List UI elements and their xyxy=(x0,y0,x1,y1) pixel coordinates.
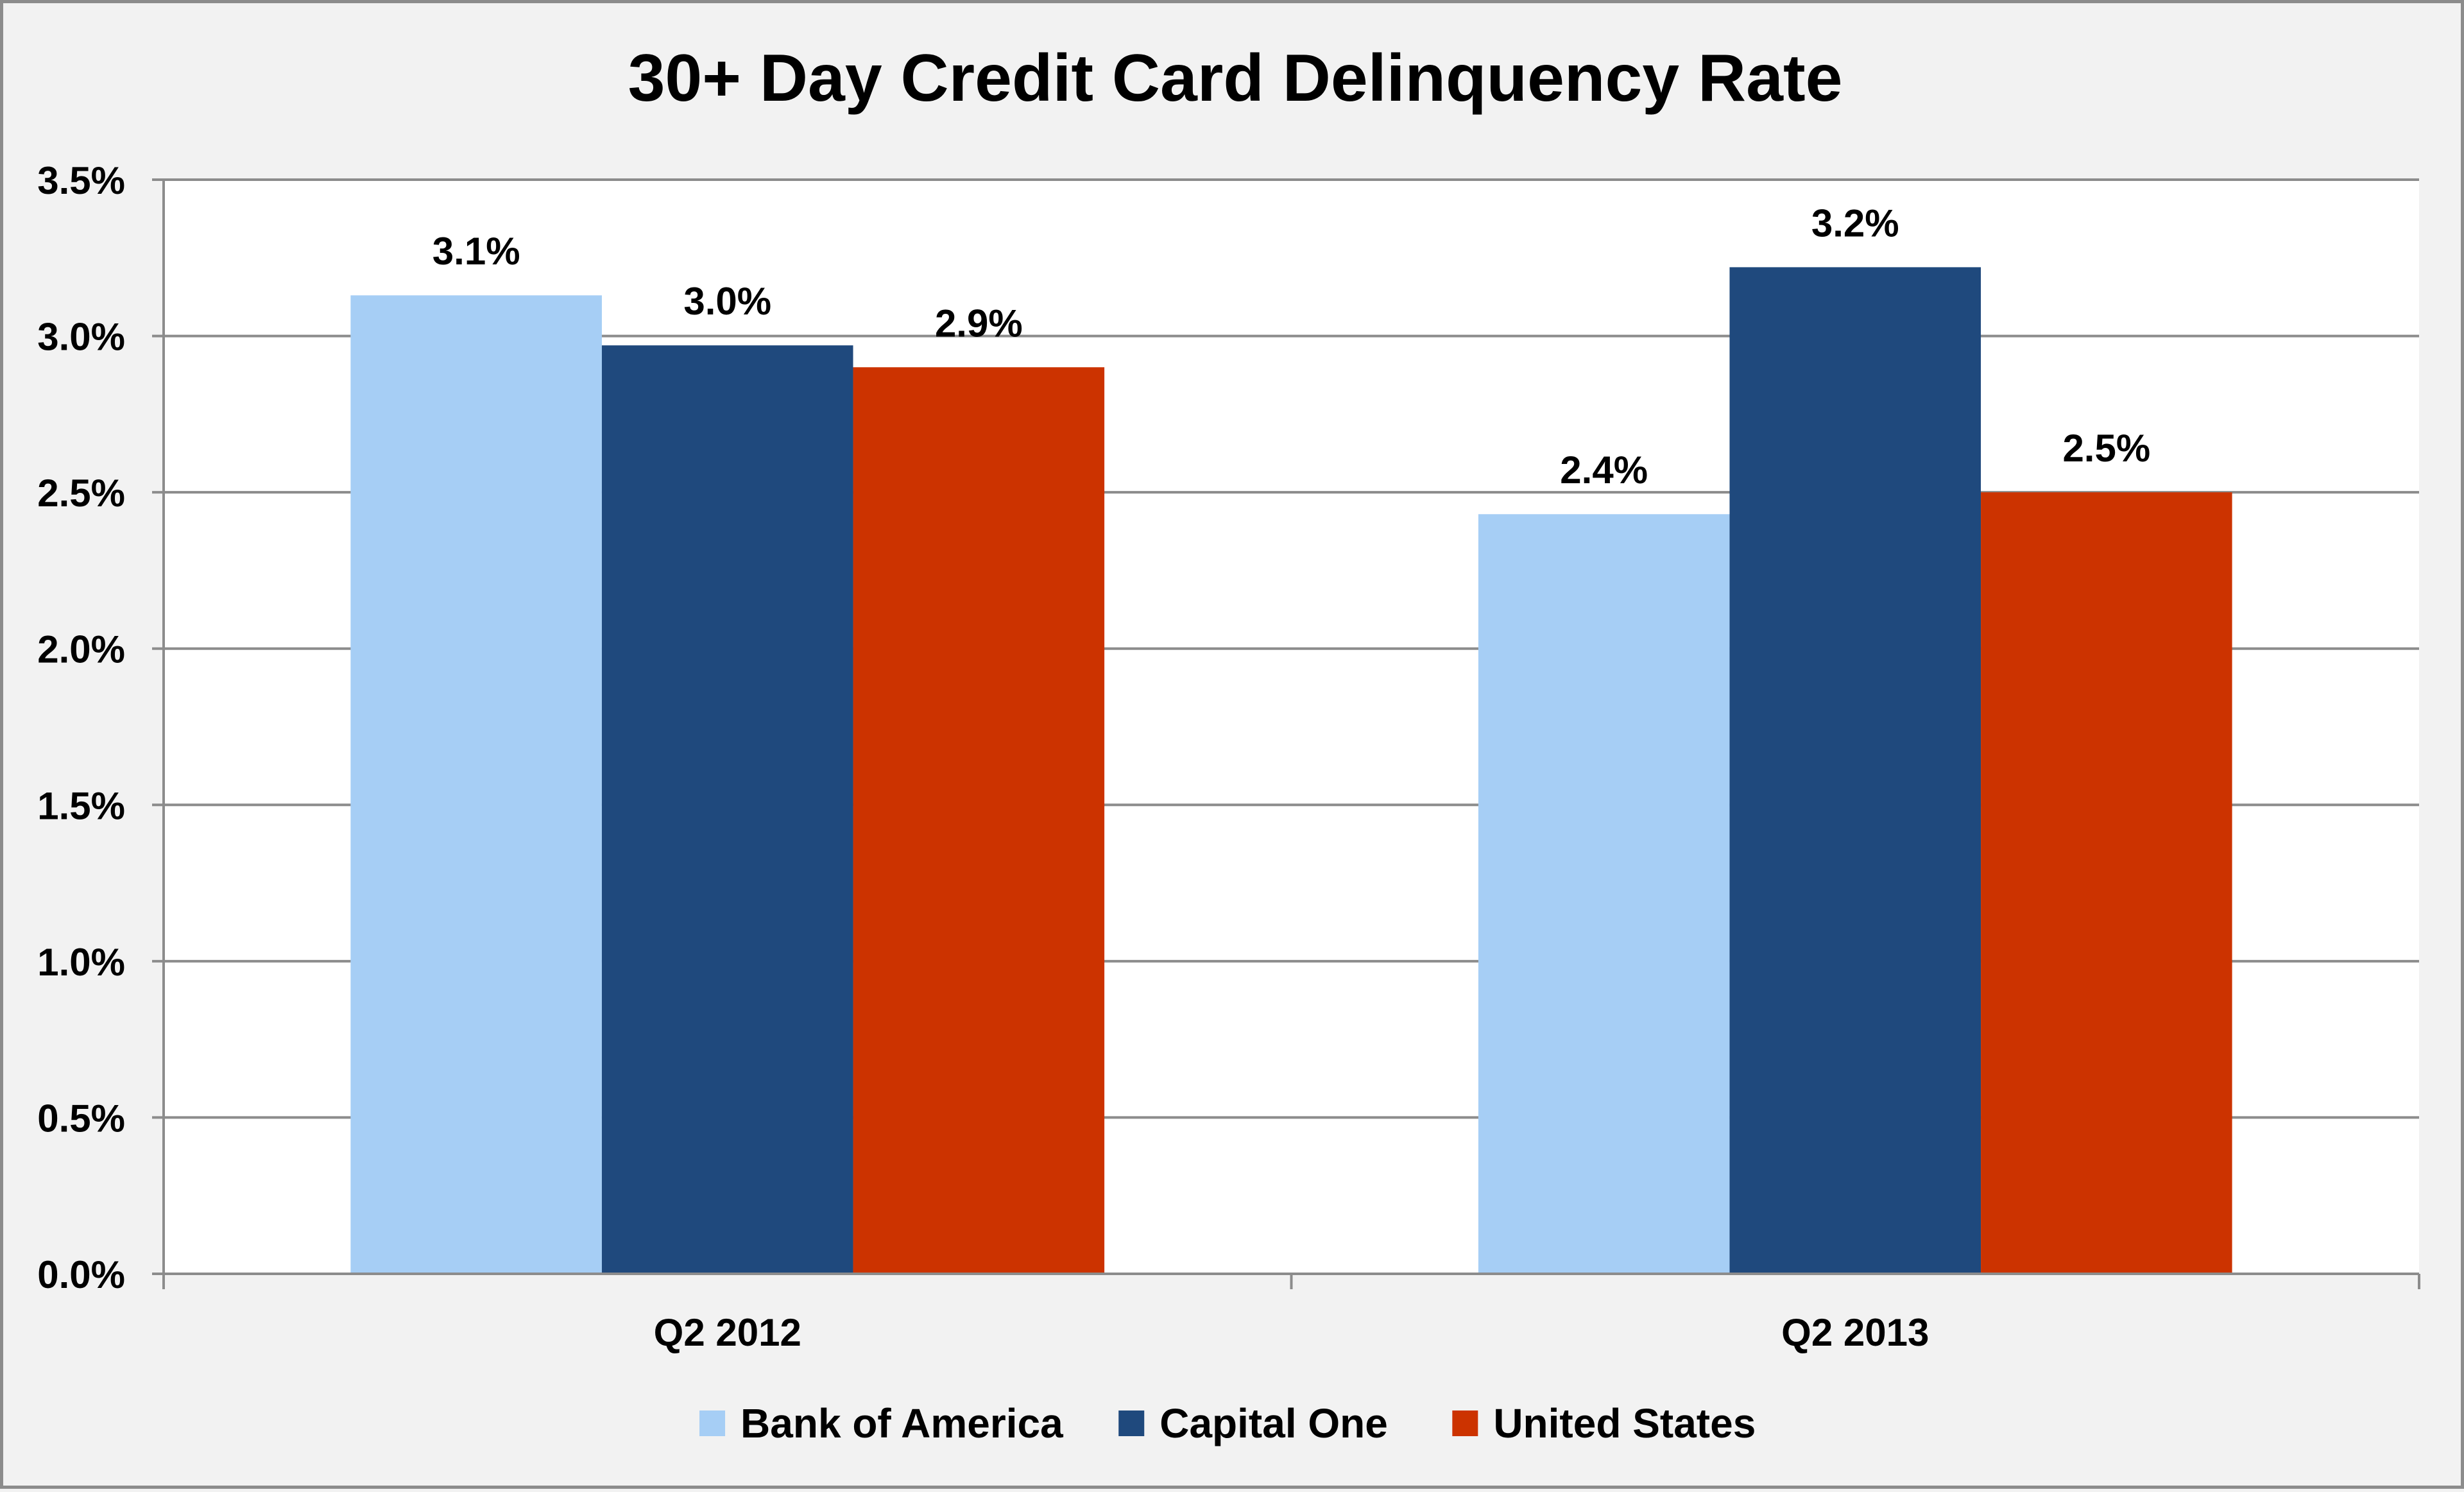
legend-label: Bank of America xyxy=(740,1400,1063,1446)
data-label: 2.9% xyxy=(935,302,1023,345)
y-tick-label: 3.5% xyxy=(37,159,125,202)
data-label: 2.5% xyxy=(2062,427,2150,470)
legend-swatch xyxy=(1118,1411,1145,1436)
legend-swatch xyxy=(1452,1411,1478,1436)
axes: 0.0% 0.5% 1.0% 1.5% 2.0% 2.5% 3.0% 3.5% Q2 2012 Q… xyxy=(37,159,2420,1354)
y-tick-label: 0.5% xyxy=(37,1097,125,1140)
y-tick-label: 2.0% xyxy=(37,628,125,671)
data-label: 2.4% xyxy=(1560,449,1648,492)
data-label: 3.1% xyxy=(432,230,520,273)
bar xyxy=(350,295,602,1274)
data-labels: 3.1% 3.0% 2.9% 2.4% 3.2% 2.5% xyxy=(432,202,2150,492)
legend-swatch xyxy=(699,1411,726,1436)
bar xyxy=(1729,267,1981,1274)
y-tick-label: 1.0% xyxy=(37,941,125,984)
y-tick-label: 0.0% xyxy=(37,1253,125,1296)
y-tick-label: 1.5% xyxy=(37,784,125,827)
x-tick-label: Q2 2012 xyxy=(654,1311,801,1354)
data-label: 3.0% xyxy=(683,280,771,323)
legend-label: Capital One xyxy=(1159,1400,1388,1446)
legend: Bank of America Capital One United States xyxy=(699,1400,1756,1446)
y-tick-label: 3.0% xyxy=(37,316,125,359)
data-label: 3.2% xyxy=(1811,202,1899,244)
bar xyxy=(601,345,853,1274)
bar-chart: 30+ Day Credit Card Delinquency Rate 0.0… xyxy=(37,41,2420,1446)
legend-label: United States xyxy=(1493,1400,1756,1446)
x-tick-label: Q2 2013 xyxy=(1781,1311,1929,1354)
bars xyxy=(350,267,2232,1274)
bar xyxy=(1981,492,2232,1274)
y-tick-label: 2.5% xyxy=(37,472,125,515)
bar xyxy=(1478,514,1730,1274)
bar xyxy=(853,367,1105,1274)
chart-title: 30+ Day Credit Card Delinquency Rate xyxy=(628,41,1843,116)
